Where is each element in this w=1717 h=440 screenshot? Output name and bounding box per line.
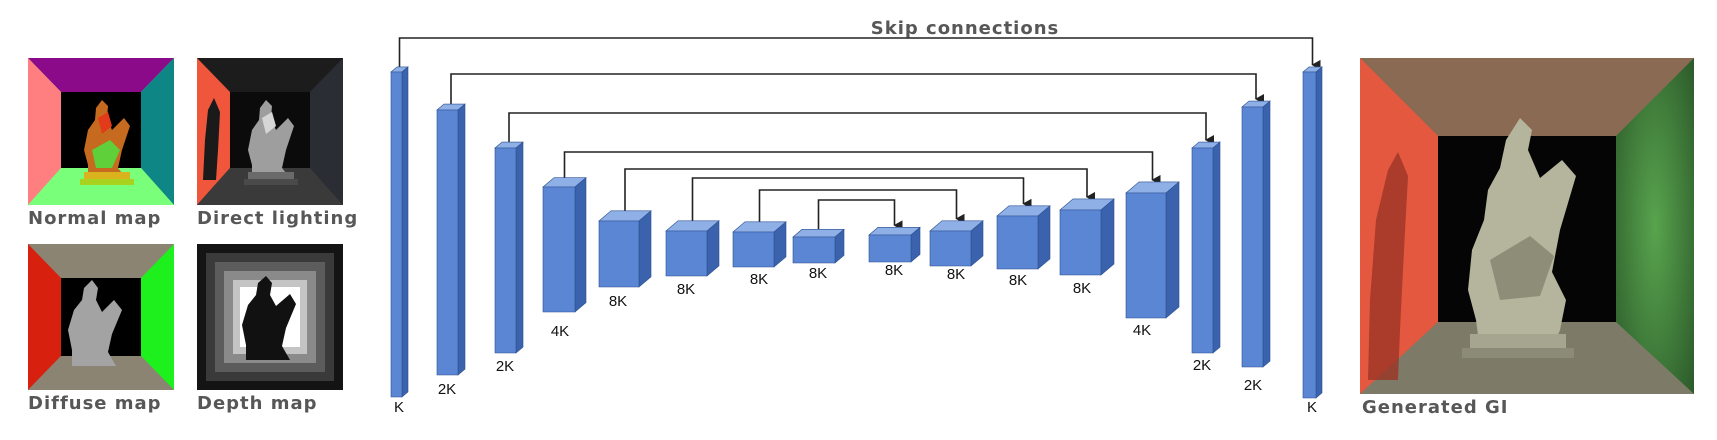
skip-connections [398, 37, 1321, 231]
feature-block-side [457, 103, 466, 376]
layer-label: K [1306, 399, 1318, 416]
layer-label: 8K [946, 266, 966, 283]
layer-label: 8K [608, 293, 628, 310]
feature-block [1241, 100, 1271, 368]
feature-block-side [1100, 198, 1115, 276]
generated-gi-image [1360, 58, 1694, 394]
feature-block-front [436, 109, 459, 376]
feature-block [732, 221, 787, 268]
feature-block-front [494, 147, 517, 354]
feature-block-side [401, 66, 409, 398]
skip-connections-title: Skip connections [870, 18, 1060, 39]
layer-label: 8K [676, 281, 696, 298]
layer-label: 2K [437, 381, 457, 398]
feature-block [1191, 141, 1221, 354]
feature-block-front [929, 230, 972, 267]
depth-map-image [197, 244, 343, 390]
feature-block [929, 220, 984, 267]
depth-map-label: Depth map [197, 393, 318, 414]
feature-block [792, 228, 845, 264]
layer-label: 2K [495, 358, 515, 375]
feature-block [390, 66, 409, 398]
feature-block-front [665, 230, 708, 277]
layer-label: 4K [1132, 322, 1152, 339]
feature-block-front [792, 236, 836, 264]
feature-block [542, 177, 587, 313]
skip-connection-arrow [817, 199, 903, 231]
feature-block-front [1302, 71, 1317, 399]
feature-block-side [1165, 181, 1180, 319]
feature-block [1302, 66, 1323, 399]
direct-lighting-image [197, 58, 343, 205]
feature-block-front [996, 215, 1039, 270]
skip-connection-arrow [508, 112, 1214, 146]
feature-block [494, 141, 524, 354]
layer-label: 8K [1008, 272, 1028, 289]
feature-block-front [390, 71, 403, 398]
feature-block-side [574, 177, 587, 313]
skip-connection-arrow [624, 168, 1095, 211]
feature-block [436, 103, 466, 376]
feature-block-side [638, 210, 652, 288]
feature-block-side [515, 141, 524, 354]
layer-label: 8K [808, 265, 828, 282]
feature-block [1059, 198, 1115, 276]
skip-connection-arrow [691, 177, 1032, 221]
layer-label: 4K [550, 323, 570, 340]
normal-map-label: Normal map [28, 208, 162, 229]
feature-block-front [1191, 147, 1214, 354]
feature-block [868, 226, 921, 263]
layer-label: 8K [1072, 280, 1092, 297]
skip-connection-arrow [563, 151, 1161, 185]
layer-label: 2K [1192, 357, 1212, 374]
unet-layers [390, 66, 1323, 399]
feature-block-front [542, 186, 576, 313]
direct-lighting-label: Direct lighting [197, 208, 359, 229]
feature-block-side [706, 220, 720, 277]
feature-block-side [1212, 141, 1221, 354]
feature-block [598, 210, 652, 288]
feature-block-front [1125, 192, 1167, 319]
feature-block-side [1315, 66, 1323, 399]
feature-block-front [1059, 209, 1102, 276]
feature-block-front [1241, 106, 1264, 368]
feature-block [996, 205, 1051, 270]
skip-connection-arrow [450, 73, 1264, 105]
layer-label: K [393, 399, 405, 416]
feature-block-side [1262, 100, 1271, 368]
feature-block-front [868, 234, 912, 263]
skip-connection-arrow [758, 189, 965, 224]
normal-map-image [28, 58, 174, 205]
diffuse-map-label: Diffuse map [28, 393, 162, 414]
layer-label: 8K [884, 262, 904, 279]
feature-block [665, 220, 720, 277]
feature-block-front [732, 231, 775, 268]
layer-label: 8K [749, 271, 769, 288]
layer-label: 2K [1243, 377, 1263, 394]
feature-block-front [598, 220, 640, 288]
feature-block [1125, 181, 1180, 319]
feature-block-side [1037, 205, 1051, 270]
generated-gi-label: Generated GI [1362, 397, 1509, 418]
diffuse-map-image [28, 244, 174, 390]
skip-connection-arrow [398, 37, 1321, 70]
